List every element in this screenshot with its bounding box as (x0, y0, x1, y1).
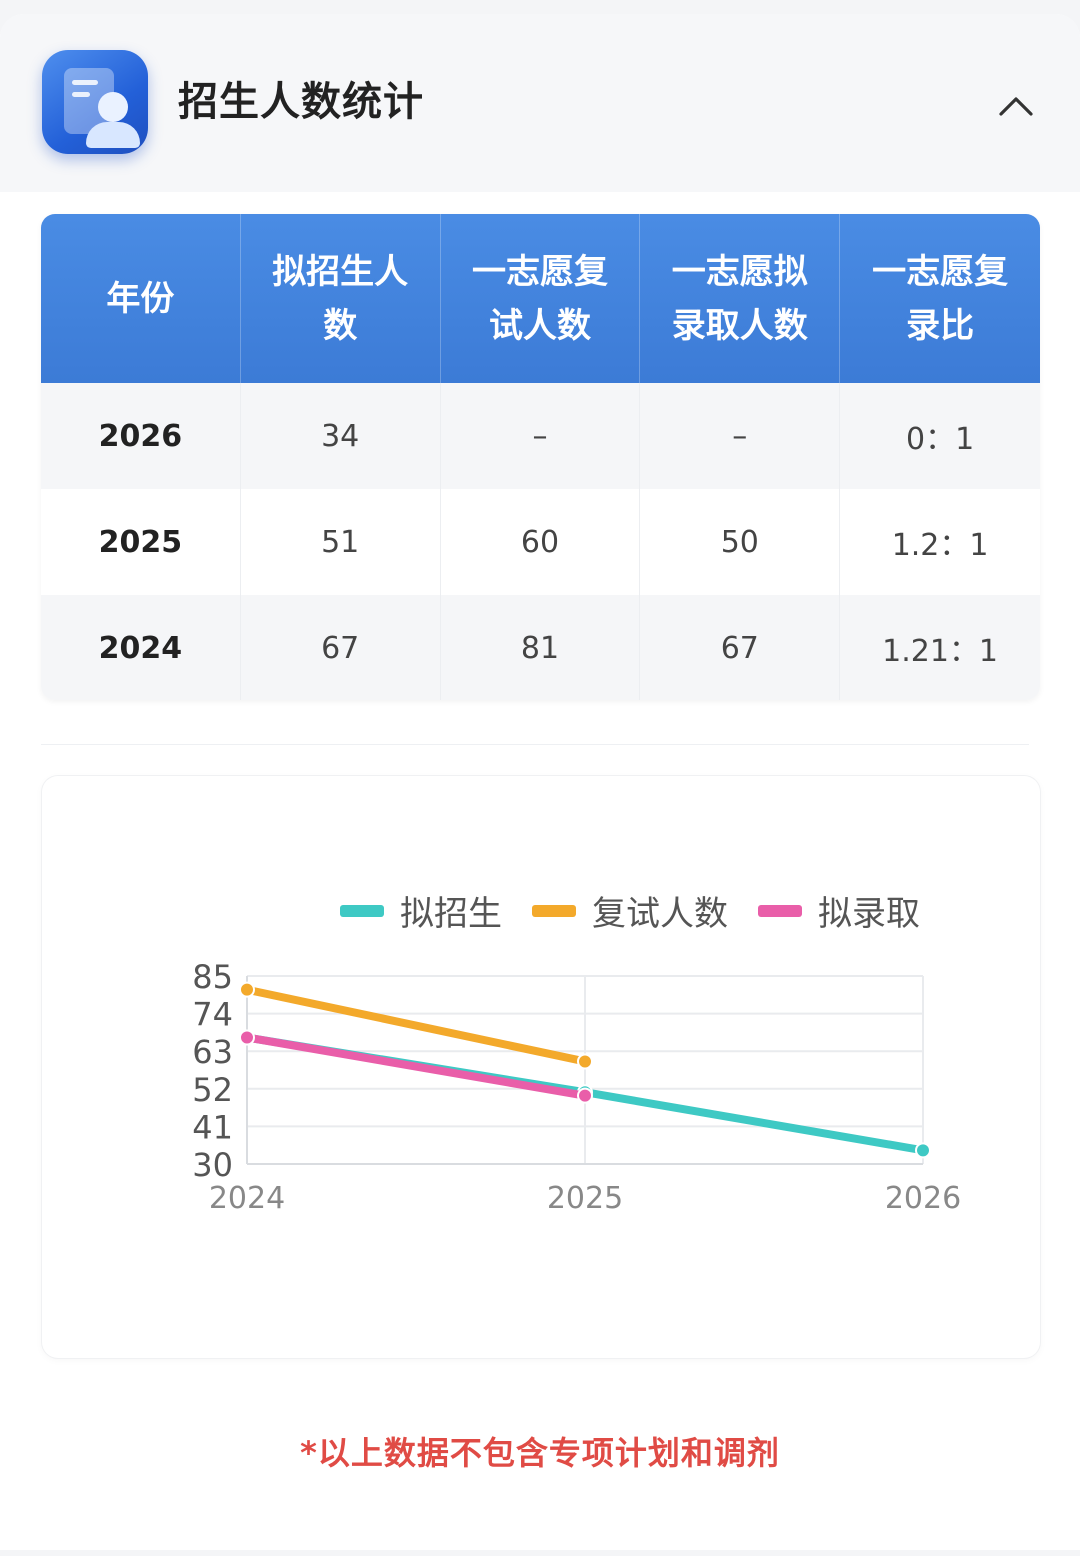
chevron-up-icon[interactable] (996, 86, 1036, 126)
legend-swatch (532, 904, 576, 917)
card-header[interactable]: 招生人数统计 (0, 14, 1080, 192)
legend-item[interactable]: 拟招生 (340, 886, 502, 935)
cell-admit: 50 (640, 489, 841, 595)
legend-item[interactable]: 复试人数 (532, 886, 728, 935)
cell-year: 2025 (41, 489, 241, 595)
table-row: 2025 51 60 50 1.2：1 (41, 489, 1040, 595)
cell-retest: – (441, 383, 641, 489)
cell-year: 2024 (41, 595, 241, 700)
cell-planned: 67 (241, 595, 441, 700)
chart-legend: 拟招生 复试人数 拟录取 (340, 886, 950, 935)
cell-ratio: 1.2：1 (891, 528, 989, 563)
enrollment-table: 年份 拟招生人数 一志愿复试人数 一志愿拟录取人数 一志愿复录比 2026 34… (41, 214, 1040, 700)
table-row: 2024 67 81 67 1.21：1 (41, 595, 1040, 700)
profile-card-icon (42, 50, 148, 154)
chart-card (42, 776, 1040, 1358)
legend-label: 拟录取 (818, 894, 920, 934)
table-body: 2026 34 – – 0：1 2025 51 60 50 1.2：1 2024… (41, 383, 1040, 700)
legend-item[interactable]: 拟录取 (758, 886, 920, 935)
header-first-choice-admit: 一志愿拟录取人数 (640, 214, 841, 383)
cell-ratio: 1.21：1 (882, 634, 999, 669)
header-first-choice-retest: 一志愿复试人数 (441, 214, 641, 383)
table-row: 2026 34 – – 0：1 (41, 383, 1040, 489)
cell-admit: 67 (640, 595, 841, 700)
legend-swatch (758, 904, 802, 917)
header-year: 年份 (41, 214, 241, 383)
cell-retest: 81 (441, 595, 641, 700)
header-retest-admit-ratio: 一志愿复录比 (872, 251, 1009, 346)
legend-label: 复试人数 (592, 894, 728, 934)
section-divider (41, 744, 1029, 745)
table-header: 年份 拟招生人数 一志愿复试人数 一志愿拟录取人数 一志愿复录比 (41, 214, 1040, 383)
card-title: 招生人数统计 (178, 79, 424, 125)
cell-admit: – (640, 383, 841, 489)
cell-retest: 60 (441, 489, 641, 595)
legend-label: 拟招生 (400, 894, 502, 934)
cell-planned: 34 (241, 383, 441, 489)
legend-swatch (340, 904, 384, 917)
cell-ratio: 0：1 (905, 422, 975, 457)
cell-planned: 51 (241, 489, 441, 595)
footnote: *以上数据不包含专项计划和调剂 (300, 1434, 780, 1472)
header-planned-enrollment: 拟招生人数 (241, 214, 441, 383)
cell-year: 2026 (41, 383, 241, 489)
